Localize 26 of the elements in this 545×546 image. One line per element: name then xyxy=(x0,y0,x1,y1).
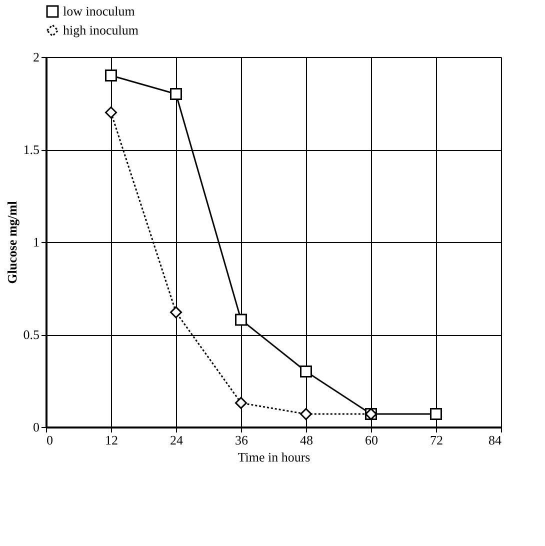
point xyxy=(300,366,312,378)
x-tick-label: 60 xyxy=(365,432,378,448)
legend-label: high inoculum xyxy=(63,22,138,38)
x-tick-label: 48 xyxy=(300,432,313,448)
y-tick-label: 2 xyxy=(33,50,40,64)
y-tick-label: 0 xyxy=(33,420,40,434)
point xyxy=(105,106,117,118)
y-tick-label: 1 xyxy=(33,234,40,250)
x-tick-label: 72 xyxy=(430,432,443,448)
point xyxy=(430,408,442,420)
y-axis-title: Glucose mg/ml xyxy=(4,200,20,284)
point xyxy=(235,396,247,409)
point xyxy=(235,314,247,326)
x-tick-label: 36 xyxy=(235,432,248,448)
x-tick-label: 24 xyxy=(170,432,184,448)
x-axis-title: Time in hours xyxy=(238,450,310,464)
point xyxy=(170,88,182,100)
point xyxy=(170,306,182,318)
x-tick-label: 0 xyxy=(46,432,53,448)
point xyxy=(105,70,117,82)
y-tick-label: 0.5 xyxy=(23,327,40,342)
point xyxy=(300,408,312,420)
legend-label: low inoculum xyxy=(63,4,135,18)
x-tick-label: 12 xyxy=(105,432,118,448)
x-tick-label: 84 xyxy=(488,432,502,448)
y-tick-label: 1.5 xyxy=(23,142,40,157)
